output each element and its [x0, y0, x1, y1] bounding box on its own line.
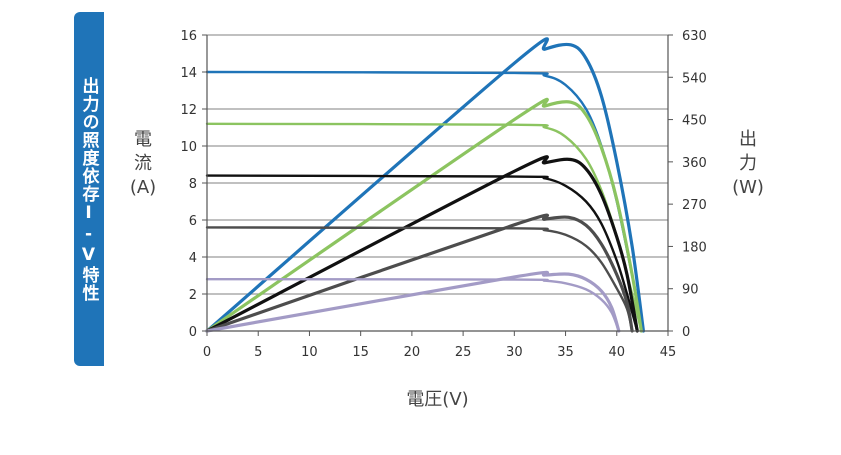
y-right-tick-label: 270 — [682, 198, 707, 213]
y-left-tick-label: 0 — [189, 325, 197, 340]
y-right-tick-label: 360 — [682, 156, 707, 171]
x-axis-title: 電圧(V) — [406, 389, 468, 410]
current-curve — [205, 174, 639, 333]
x-tick-label: 25 — [455, 345, 472, 360]
series-group — [205, 37, 646, 333]
y-left-axis-title-part: 電 — [134, 129, 152, 150]
y-right-axis-title-part: 出 — [739, 129, 757, 150]
x-tick-label: 40 — [609, 345, 626, 360]
y-right-tick-label: 540 — [682, 71, 707, 86]
y-right-axis-title-part: (W) — [732, 177, 764, 198]
current-curve — [205, 226, 634, 333]
x-tick-label: 35 — [557, 345, 574, 360]
x-tick-label: 10 — [301, 345, 318, 360]
y-right-tick-label: 450 — [682, 114, 707, 129]
x-tick-label: 15 — [352, 345, 369, 360]
y-right-tick-label: 180 — [682, 240, 707, 255]
y-right-tick-label: 630 — [682, 29, 707, 44]
x-tick-label: 30 — [506, 345, 523, 360]
y-left-axis-title-part: (A) — [130, 177, 156, 198]
axes — [202, 34, 673, 336]
x-tick-label: 45 — [660, 345, 677, 360]
y-right-axis-title-part: 力 — [739, 153, 757, 174]
y-left-tick-label: 12 — [180, 103, 197, 118]
side-tab-label: 出力の照度依存I-V特性 — [78, 76, 99, 302]
power-curve — [205, 97, 643, 333]
y-left-tick-label: 8 — [189, 177, 197, 192]
y-left-tick-label: 16 — [180, 29, 197, 44]
current-curve — [205, 278, 621, 333]
grid-lines — [207, 34, 668, 295]
y-left-tick-label: 4 — [189, 251, 197, 266]
y-left-axis-title-part: 流 — [134, 153, 152, 174]
power-curve — [205, 155, 639, 333]
power-curve — [205, 270, 621, 333]
side-tab: 出力の照度依存I-V特性 — [74, 12, 104, 366]
power-curve — [205, 37, 646, 333]
y-left-tick-label: 10 — [180, 140, 197, 155]
power-curve — [205, 213, 634, 333]
y-right-tick-label: 90 — [682, 283, 699, 298]
y-right-tick-label: 0 — [682, 325, 690, 340]
x-tick-label: 0 — [203, 345, 211, 360]
x-tick-label: 20 — [404, 345, 421, 360]
y-left-tick-label: 2 — [189, 288, 197, 303]
x-tick-label: 5 — [254, 345, 262, 360]
y-left-tick-label: 6 — [189, 214, 197, 229]
tick-labels: 0 5 10 15 20 25 30 35 40 450246810121416090180270… — [180, 29, 706, 360]
y-left-tick-label: 14 — [180, 66, 197, 81]
axis-titles: 電圧(V) 電流 (A) 出力 (W) — [130, 129, 764, 410]
